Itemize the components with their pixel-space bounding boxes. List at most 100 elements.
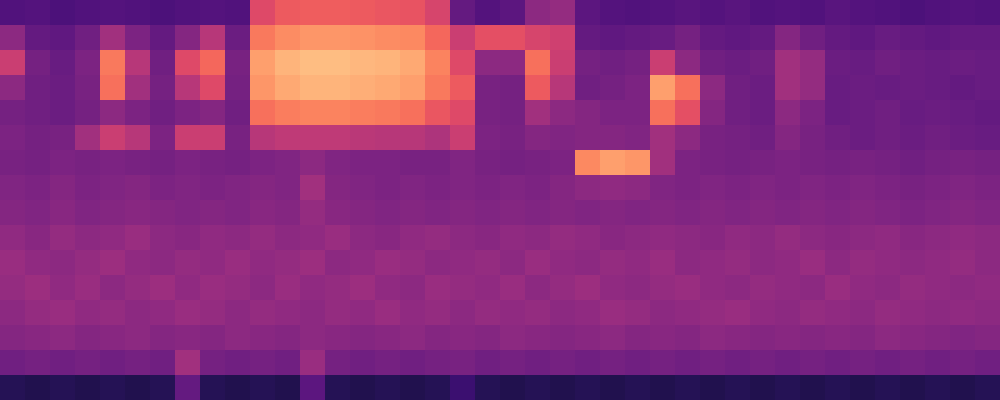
heatmap-cell [600,100,625,125]
heatmap-cell [525,125,550,150]
heatmap-cell [825,0,850,25]
heatmap-cell [300,75,325,100]
heatmap-cell [225,300,250,325]
heatmap-cell [850,250,875,275]
heatmap-cell [0,50,25,75]
heatmap-cell [600,25,625,50]
heatmap-cell [250,0,275,25]
heatmap-cell [475,200,500,225]
heatmap-cell [625,175,650,200]
heatmap-cell [275,100,300,125]
heatmap-cell [625,0,650,25]
heatmap-cell [400,150,425,175]
heatmap-cell [400,50,425,75]
heatmap-cell [525,375,550,400]
heatmap-cell [250,225,275,250]
heatmap-cell [150,175,175,200]
heatmap-cell [925,350,950,375]
heatmap-cell [900,200,925,225]
heatmap-cell [0,125,25,150]
heatmap-cell [800,50,825,75]
heatmap-cell [250,75,275,100]
heatmap-cell [425,50,450,75]
heatmap-cell [700,200,725,225]
heatmap-cell [275,25,300,50]
heatmap-cell [925,125,950,150]
heatmap-cell [225,375,250,400]
heatmap-cell [725,350,750,375]
heatmap-cell [825,225,850,250]
heatmap-cell [950,75,975,100]
heatmap-cell [250,125,275,150]
heatmap-cell [725,200,750,225]
heatmap-cell [650,200,675,225]
heatmap-cell [425,375,450,400]
heatmap-cell [475,375,500,400]
heatmap-cell [800,0,825,25]
heatmap-cell [775,250,800,275]
heatmap-cell [350,25,375,50]
heatmap-cell [675,200,700,225]
heatmap-cell [325,175,350,200]
heatmap-cell [825,50,850,75]
heatmap-cell [750,200,775,225]
heatmap-cell [400,200,425,225]
heatmap-cell [975,350,1000,375]
heatmap-cell [600,0,625,25]
heatmap-cell [75,325,100,350]
heatmap-cell [700,300,725,325]
heatmap-cell [650,350,675,375]
heatmap-cell [225,350,250,375]
heatmap-cell [50,225,75,250]
heatmap-cell [575,225,600,250]
heatmap-cell [775,350,800,375]
heatmap-cell [550,100,575,125]
heatmap-cell [475,225,500,250]
heatmap-cell [0,0,25,25]
heatmap-cell [375,275,400,300]
heatmap-cell [125,100,150,125]
heatmap-cell [900,250,925,275]
heatmap-cell [250,100,275,125]
heatmap-cell [525,75,550,100]
heatmap-cell [750,150,775,175]
heatmap-cell [775,150,800,175]
heatmap-cell [225,0,250,25]
heatmap-cell [175,225,200,250]
heatmap-cell [125,0,150,25]
heatmap-cell [925,25,950,50]
heatmap-cell [825,125,850,150]
heatmap-cell [850,50,875,75]
heatmap-cell [625,275,650,300]
heatmap-cell [100,275,125,300]
heatmap-cell [525,50,550,75]
heatmap-cell [425,350,450,375]
heatmap-cell [525,350,550,375]
heatmap-cell [475,0,500,25]
heatmap-cell [500,100,525,125]
heatmap-cell [750,25,775,50]
heatmap-cell [550,275,575,300]
heatmap-cell [300,325,325,350]
heatmap-cell [150,75,175,100]
heatmap-cell [650,375,675,400]
heatmap-cell [425,150,450,175]
heatmap-cell [450,150,475,175]
heatmap-cell [550,325,575,350]
heatmap-cell [825,350,850,375]
heatmap-cell [100,250,125,275]
heatmap-cell [75,350,100,375]
heatmap-cell [800,325,825,350]
heatmap-cell [0,225,25,250]
heatmap-cell [825,300,850,325]
heatmap-cell [350,300,375,325]
heatmap-cell [350,325,375,350]
heatmap-cell [900,300,925,325]
heatmap-cell [925,100,950,125]
heatmap-cell [700,375,725,400]
heatmap-cell [750,100,775,125]
heatmap-cell [625,25,650,50]
chart-container [0,0,1000,400]
heatmap-cell [400,250,425,275]
heatmap-cell [350,275,375,300]
